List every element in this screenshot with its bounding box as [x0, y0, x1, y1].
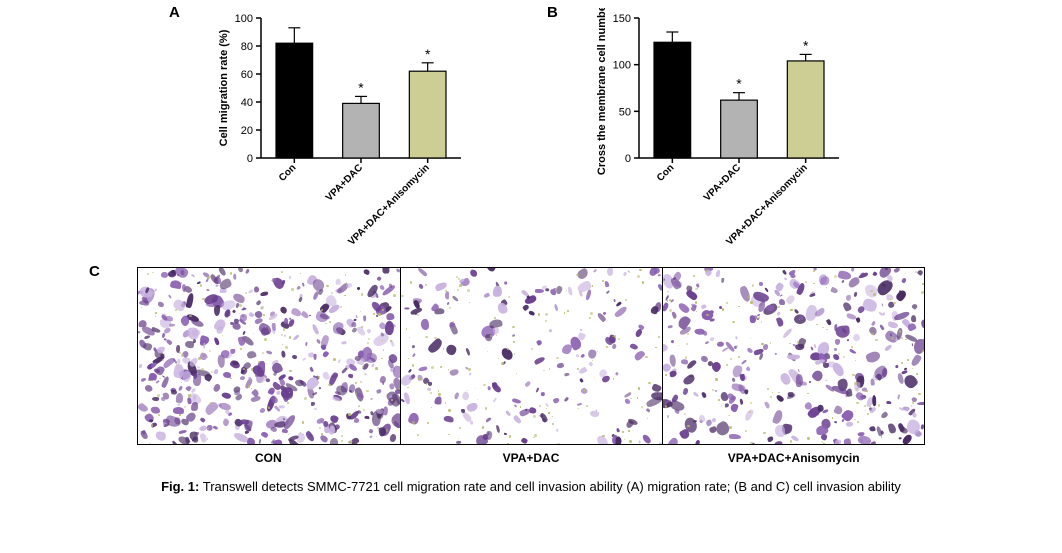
panel-label-A: A: [169, 4, 180, 21]
svg-text:100: 100: [613, 60, 631, 72]
svg-text:20: 20: [241, 125, 253, 137]
micrograph-row: C CONVPA+DACVPA+DAC+Anisomycin: [0, 267, 1062, 465]
x-category-label: Con: [655, 162, 677, 184]
svg-text:0: 0: [247, 153, 253, 165]
micrograph-labels: CONVPA+DACVPA+DAC+Anisomycin: [137, 451, 925, 465]
bar: [343, 103, 380, 158]
svg-text:*: *: [425, 46, 431, 62]
bar: [409, 71, 446, 158]
svg-text:60: 60: [241, 69, 253, 81]
svg-text:*: *: [358, 79, 364, 95]
micrograph-panels: [137, 267, 925, 445]
x-category-label: Con: [277, 162, 299, 184]
micrograph-panel: [400, 268, 662, 444]
bar: [654, 42, 691, 158]
chart-B: 0 50 100 150 Cross the membrane cell number C…: [591, 8, 849, 248]
chart-A-block: A 020406080100Cell migration rate (%)Con…: [213, 8, 471, 253]
bar: [721, 100, 758, 158]
micrograph-panel: [662, 268, 924, 444]
micrograph-label: CON: [137, 451, 399, 465]
caption-lead: Fig. 1:: [161, 479, 199, 494]
micrograph-label: VPA+DAC+Anisomycin: [663, 451, 925, 465]
svg-text:0: 0: [625, 153, 631, 165]
chart-B-block: B 050100150Cross the membrane cell numbe…: [591, 8, 849, 253]
x-category-label: VPA+DAC: [324, 162, 365, 203]
chart-A: 0 20 40 60 80 100 Cell migration rate (%) Con * V…: [213, 8, 471, 248]
charts-row: A 0 20 40 60 80 100 Cell migration rate (%) Con…: [0, 0, 1062, 253]
micrograph-wrap: C CONVPA+DACVPA+DAC+Anisomycin: [137, 267, 925, 465]
svg-text:*: *: [736, 76, 742, 92]
panel-label-C: C: [89, 263, 100, 280]
x-category-label: VPA+DAC: [702, 162, 743, 203]
caption-text: Transwell detects SMMC-7721 cell migrati…: [203, 479, 901, 494]
micrograph-panel: [138, 268, 400, 444]
svg-text:50: 50: [619, 106, 631, 118]
y-axis-label: Cross the membrane cell number: [596, 8, 608, 175]
svg-text:100: 100: [235, 13, 253, 25]
panel-label-B: B: [547, 4, 558, 21]
svg-text:40: 40: [241, 97, 253, 109]
bar: [276, 43, 313, 158]
svg-text:150: 150: [613, 13, 631, 25]
y-axis-label: Cell migration rate (%): [218, 29, 230, 146]
bar: [787, 61, 824, 158]
figure-caption: Fig. 1: Transwell detects SMMC-7721 cell…: [0, 479, 1062, 494]
svg-text:*: *: [803, 37, 809, 53]
svg-text:80: 80: [241, 41, 253, 53]
micrograph-label: VPA+DAC: [400, 451, 662, 465]
